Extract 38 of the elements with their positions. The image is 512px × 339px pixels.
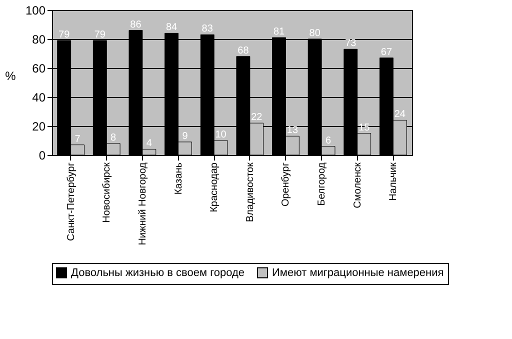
data-label: 8 (110, 132, 117, 144)
y-tick-label: 40 (32, 90, 46, 104)
legend-label: Довольны жизнью в своем городе (71, 266, 245, 279)
data-label: 80 (309, 28, 321, 39)
data-label: 22 (251, 112, 263, 124)
data-label: 6 (325, 135, 332, 146)
data-label: 81 (273, 26, 286, 38)
x-tick-label: Новосибирск (102, 162, 113, 223)
y-tick-label: 20 (32, 120, 46, 134)
data-label: 9 (182, 130, 188, 142)
data-label: 13 (286, 125, 298, 136)
x-tick-label: Белгород (316, 162, 328, 206)
y-tick-label: 100 (25, 4, 46, 18)
y-tick-label: 60 (32, 62, 46, 76)
x-tick-label: Нижний Новгород (137, 162, 148, 246)
x-tick-label: Краснодар (209, 162, 220, 212)
legend-label: Имеют миграционные намерения (272, 266, 444, 279)
data-label: 67 (380, 46, 392, 58)
data-label: 84 (166, 22, 178, 34)
x-tick-label: Санкт-Петербург (66, 162, 77, 241)
y-tick-label: 80 (32, 32, 46, 46)
data-label: 79 (94, 29, 106, 40)
data-label: 10 (215, 130, 227, 140)
x-tick-label: Оренбург (280, 162, 292, 207)
data-label: 68 (238, 45, 250, 56)
data-label: 79 (58, 29, 70, 40)
x-tick-label: Нальчик (388, 162, 400, 201)
x-tick-label: Владивосток (244, 162, 256, 222)
data-label: 4 (146, 138, 152, 150)
data-label: 86 (130, 19, 142, 30)
y-tick-label: 0 (38, 148, 46, 162)
data-label: 73 (345, 38, 357, 50)
data-label: 24 (394, 109, 406, 120)
x-tick-label: Казань (173, 162, 184, 195)
y-axis-title: % (5, 69, 16, 83)
data-label: 83 (202, 24, 214, 35)
x-tick-label: Смоленск (352, 162, 364, 208)
data-label: 7 (74, 134, 81, 145)
